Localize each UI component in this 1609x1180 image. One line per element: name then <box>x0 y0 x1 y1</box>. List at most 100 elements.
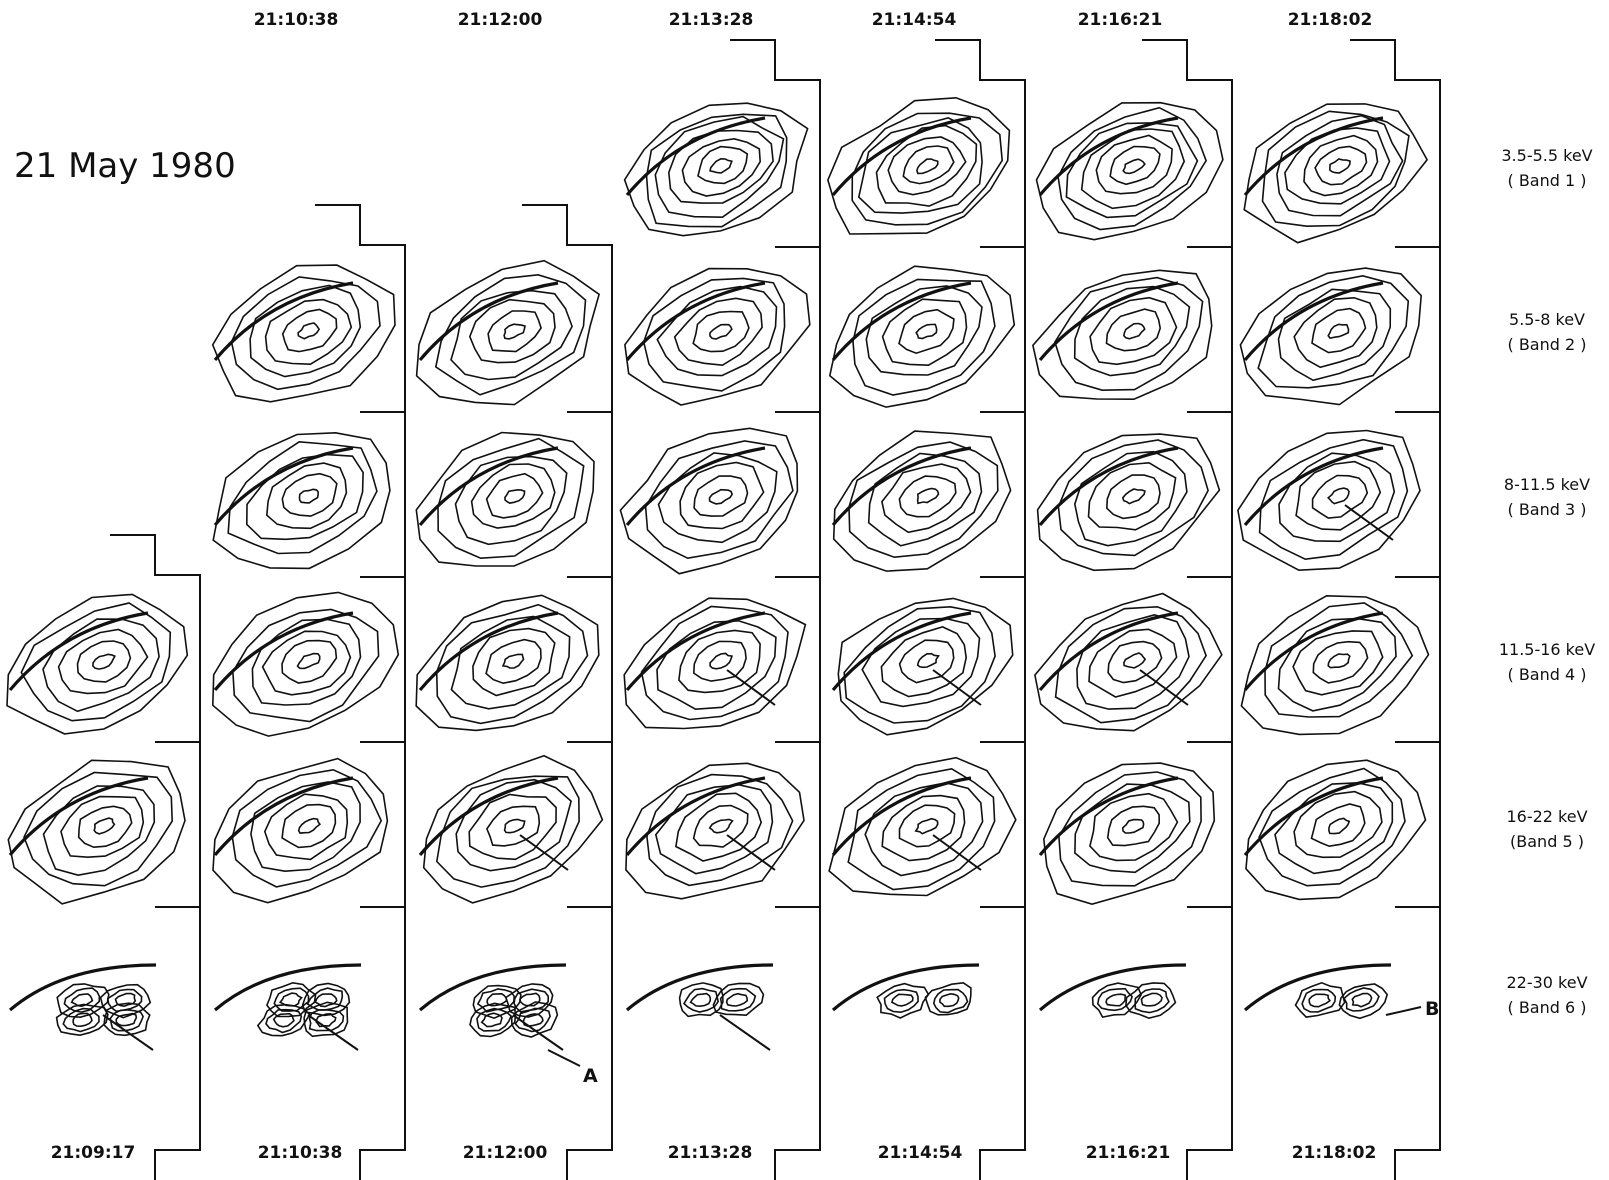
intensity-contour <box>93 817 116 835</box>
solar-limb-arc <box>1038 611 1179 692</box>
intensity-contour <box>513 988 549 1013</box>
intensity-contour <box>673 297 763 367</box>
time-top-label: 21:10:38 <box>254 10 339 30</box>
intensity-contour <box>514 1007 551 1033</box>
intensity-contour <box>415 259 601 406</box>
intensity-contour <box>697 145 749 185</box>
intensity-contour <box>476 1007 513 1032</box>
intensity-contour <box>1293 296 1378 369</box>
intensity-contour <box>1073 450 1188 547</box>
intensity-contour <box>924 981 972 1016</box>
intensity-contour <box>1054 605 1207 724</box>
solar-limb-arc <box>1038 116 1179 197</box>
time-bottom-label: 21:14:54 <box>878 1143 963 1163</box>
intensity-contour <box>851 112 1004 226</box>
intensity-contour <box>57 628 149 695</box>
intensity-contour <box>827 96 1011 235</box>
intensity-contour <box>654 115 785 219</box>
solar-limb-arc <box>625 281 766 362</box>
intensity-contour <box>1264 602 1414 718</box>
intensity-contour <box>468 793 557 861</box>
intensity-contour <box>306 987 344 1011</box>
intensity-contour <box>1057 439 1209 557</box>
intensity-contour <box>883 988 919 1014</box>
solar-limb-arc <box>213 963 362 1012</box>
intensity-contour <box>1058 771 1202 887</box>
intensity-contour <box>915 323 938 340</box>
intensity-contour <box>1294 981 1346 1018</box>
intensity-contour <box>1293 790 1383 859</box>
solar-limb-arc <box>1243 963 1392 1012</box>
intensity-contour <box>1314 145 1368 186</box>
intensity-contour <box>1140 992 1163 1007</box>
intensity-contour <box>212 757 389 904</box>
intensity-contour <box>1080 128 1186 210</box>
marker-b-label: B <box>1425 998 1439 1020</box>
intensity-contour <box>55 1003 109 1037</box>
intensity-contour <box>1034 592 1223 732</box>
time-bottom-label: 21:12:00 <box>463 1143 548 1163</box>
time-column <box>1032 39 1233 1180</box>
intensity-contour <box>20 602 172 722</box>
band-number-label: ( Band 3 ) <box>1508 500 1587 519</box>
intensity-contour <box>693 475 749 517</box>
intensity-contour <box>250 781 361 873</box>
intensity-contour <box>898 804 956 848</box>
band-energy-label: 5.5-8 keV <box>1509 310 1585 329</box>
solar-limb-arc <box>213 446 354 527</box>
solar-limb-arc <box>213 611 354 692</box>
intensity-contour <box>881 794 966 862</box>
intensity-contour <box>1245 759 1427 901</box>
intensity-contour <box>437 437 585 560</box>
intensity-contour <box>861 617 981 708</box>
intensity-contour <box>518 992 541 1007</box>
intensity-contour <box>644 440 794 560</box>
intensity-contour <box>1308 993 1332 1008</box>
intensity-contour <box>265 1008 303 1034</box>
time-column <box>827 39 1026 1180</box>
intensity-contour <box>1074 783 1191 874</box>
intensity-contour <box>1088 628 1178 698</box>
intensity-contour <box>1095 134 1173 195</box>
band-energy-label: 22-30 keV <box>1506 973 1587 992</box>
intensity-contour <box>843 605 996 724</box>
intensity-contour <box>265 462 348 530</box>
intensity-contour <box>675 792 763 862</box>
intensity-contour <box>881 463 972 534</box>
intensity-contour <box>898 308 955 355</box>
intensity-contour <box>70 993 94 1008</box>
solar-limb-arc <box>831 776 972 857</box>
intensity-contour <box>916 487 940 505</box>
intensity-contour <box>719 987 757 1012</box>
intensity-contour <box>480 1012 503 1028</box>
intensity-contour <box>503 323 526 340</box>
intensity-contour <box>472 984 522 1020</box>
solar-limb-arc <box>1038 281 1179 362</box>
column-frame <box>315 204 406 1180</box>
solar-limb-arc <box>1038 446 1179 527</box>
intensity-contour <box>1328 817 1351 835</box>
intensity-contour <box>435 775 580 888</box>
column-frame <box>1350 39 1441 1180</box>
solar-limb-arc <box>418 446 559 527</box>
intensity-contour <box>261 630 352 696</box>
intensity-contour <box>106 988 143 1013</box>
intensity-contour <box>281 803 337 849</box>
intensity-contour <box>92 653 116 670</box>
intensity-contour <box>422 754 604 904</box>
band-number-label: ( Band 2 ) <box>1508 335 1587 354</box>
intensity-contour <box>881 298 968 367</box>
intensity-contour <box>1105 308 1162 352</box>
intensity-contour <box>281 308 338 353</box>
intensity-contour <box>510 1001 559 1038</box>
intensity-contour <box>1327 323 1350 339</box>
intensity-contour <box>1134 988 1170 1014</box>
intensity-contour <box>1237 429 1421 572</box>
intensity-contour <box>1276 114 1404 217</box>
intensity-contour <box>832 430 1012 572</box>
solar-limb-arc <box>625 776 766 857</box>
intensity-contour <box>847 767 996 891</box>
intensity-contour <box>503 818 526 834</box>
intensity-contour <box>1035 101 1224 241</box>
time-column <box>415 204 613 1180</box>
